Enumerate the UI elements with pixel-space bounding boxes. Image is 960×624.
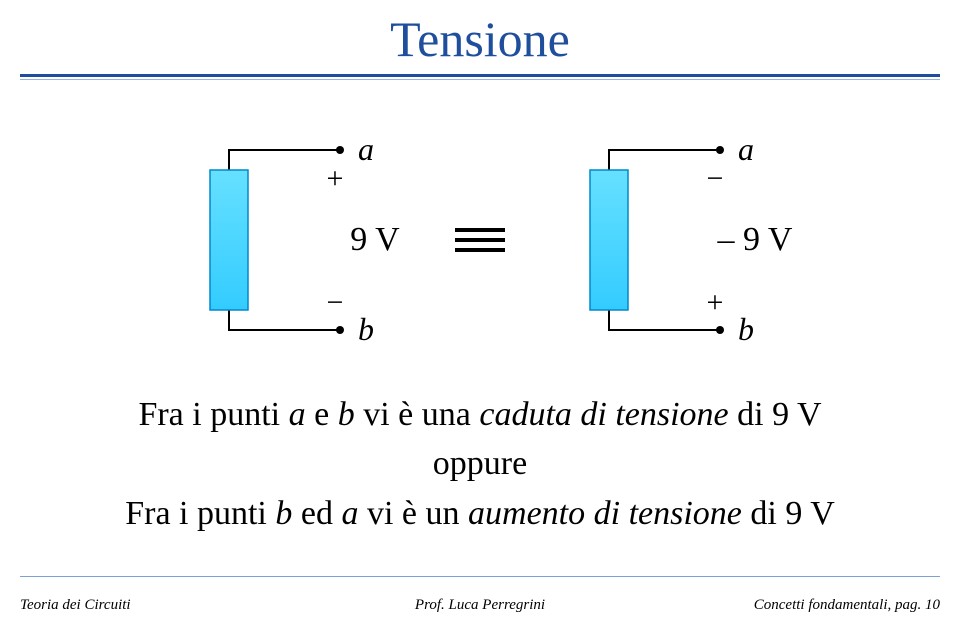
terminal-dot-top xyxy=(336,146,344,154)
wire-bottom xyxy=(609,310,720,330)
slide: Tensione ab+−9 Vab−+– 9 V Fra i punti a … xyxy=(0,0,960,624)
page-title: Tensione xyxy=(0,14,960,64)
wire-top xyxy=(229,150,340,170)
polarity-sign-bottom: + xyxy=(707,286,724,319)
text-line-1: Fra i punti a e b vi è una caduta di ten… xyxy=(0,390,960,439)
polarity-sign-top: − xyxy=(707,162,724,195)
explanatory-text: Fra i punti a e b vi è una caduta di ten… xyxy=(0,390,960,538)
terminal-label-top: a xyxy=(738,131,754,167)
polarity-sign-bottom: − xyxy=(327,286,344,319)
wire-bottom xyxy=(229,310,340,330)
voltage-value: – 9 V xyxy=(717,221,793,258)
terminal-label-top: a xyxy=(358,131,374,167)
voltage-diagram: ab+−9 Vab−+– 9 V xyxy=(150,110,810,370)
voltage-value: 9 V xyxy=(350,221,400,258)
terminal-dot-bottom xyxy=(716,326,724,334)
terminal-label-bottom: b xyxy=(358,311,374,347)
footer-right: Concetti fondamentali, pag. 10 xyxy=(754,597,940,614)
text-line-2: oppure xyxy=(0,439,960,488)
wire-top xyxy=(609,150,720,170)
footer: Teoria dei Circuiti Prof. Luca Perregrin… xyxy=(0,584,960,614)
title-rule xyxy=(20,74,940,80)
terminal-dot-bottom xyxy=(336,326,344,334)
component-box xyxy=(590,170,628,310)
terminal-label-bottom: b xyxy=(738,311,754,347)
text-line-3: Fra i punti b ed a vi è un aumento di te… xyxy=(0,489,960,538)
terminal-dot-top xyxy=(716,146,724,154)
polarity-sign-top: + xyxy=(327,162,344,195)
footer-rule xyxy=(20,576,940,577)
component-box xyxy=(210,170,248,310)
